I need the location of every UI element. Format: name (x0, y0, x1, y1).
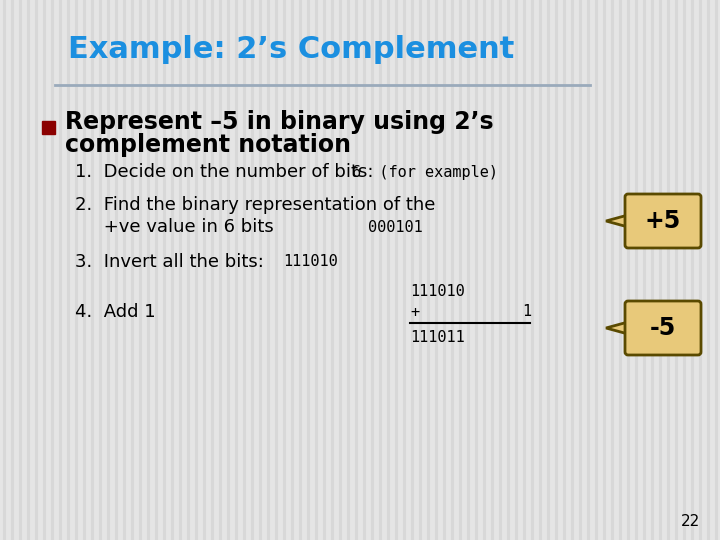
Text: 000101: 000101 (368, 219, 423, 234)
Bar (42, 121, 55, 134)
Text: 4.  Add 1: 4. Add 1 (75, 303, 156, 321)
Text: +5: +5 (645, 209, 681, 233)
Text: 6  (for example): 6 (for example) (352, 165, 498, 179)
Text: Example: 2’s Complement: Example: 2’s Complement (68, 36, 514, 64)
Text: +ve value in 6 bits: +ve value in 6 bits (75, 218, 274, 236)
Text: -5: -5 (650, 316, 676, 340)
Text: 2.  Find the binary representation of the: 2. Find the binary representation of the (75, 196, 436, 214)
Text: complement notation: complement notation (65, 133, 351, 157)
Text: 1: 1 (450, 305, 532, 320)
Polygon shape (606, 322, 628, 334)
Text: 22: 22 (680, 515, 700, 530)
FancyBboxPatch shape (625, 194, 701, 248)
Text: 1.  Decide on the number of bits:: 1. Decide on the number of bits: (75, 163, 379, 181)
Text: 111010: 111010 (410, 285, 464, 300)
Text: 111011: 111011 (410, 329, 464, 345)
Text: +: + (410, 305, 419, 320)
Text: 111010: 111010 (283, 254, 338, 269)
Text: 3.  Invert all the bits:: 3. Invert all the bits: (75, 253, 269, 271)
Text: Represent –5 in binary using 2’s: Represent –5 in binary using 2’s (65, 110, 494, 134)
FancyBboxPatch shape (625, 301, 701, 355)
Polygon shape (606, 215, 628, 227)
